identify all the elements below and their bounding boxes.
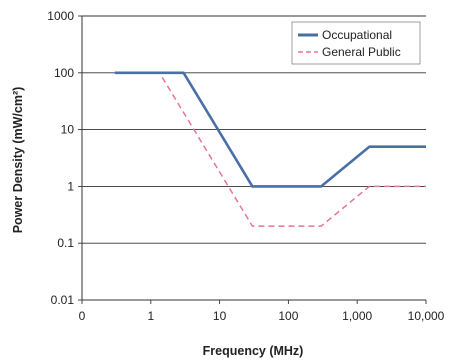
x-tick-label: 10 (213, 309, 227, 323)
y-tick-label: 1000 (47, 9, 74, 23)
series-lines (114, 71, 426, 227)
legend-box (291, 21, 421, 65)
x-tick-label: 1 (147, 309, 154, 323)
y-tick-labels: 0.01 0.1 1 10 100 1000 (47, 9, 74, 307)
y-tick-label: 10 (61, 123, 75, 137)
x-tick-label: 1,000 (342, 309, 372, 323)
x-tick-labels: 0 1 10 100 1,000 10,000 (79, 309, 445, 323)
y-tick-label: 1 (67, 179, 74, 193)
y-axis-label: Power Density (mW/cm²) (11, 87, 25, 234)
y-tick-label: 0.01 (51, 293, 75, 307)
axes (78, 15, 427, 304)
x-tick-label: 10,000 (408, 309, 445, 323)
x-axis-label: Frequency (MHz) (203, 344, 304, 358)
legend-label-general-public: General Public (322, 45, 401, 59)
x-tick-label: 0 (79, 309, 86, 323)
legend: Occupational General Public (291, 21, 421, 65)
x-tick-label: 100 (278, 309, 298, 323)
series-line-occupational (114, 71, 426, 188)
legend-label-occupational: Occupational (322, 28, 392, 42)
series-line-general-public (114, 72, 426, 227)
y-tick-label: 100 (54, 66, 74, 80)
y-tick-label: 0.1 (57, 236, 74, 250)
